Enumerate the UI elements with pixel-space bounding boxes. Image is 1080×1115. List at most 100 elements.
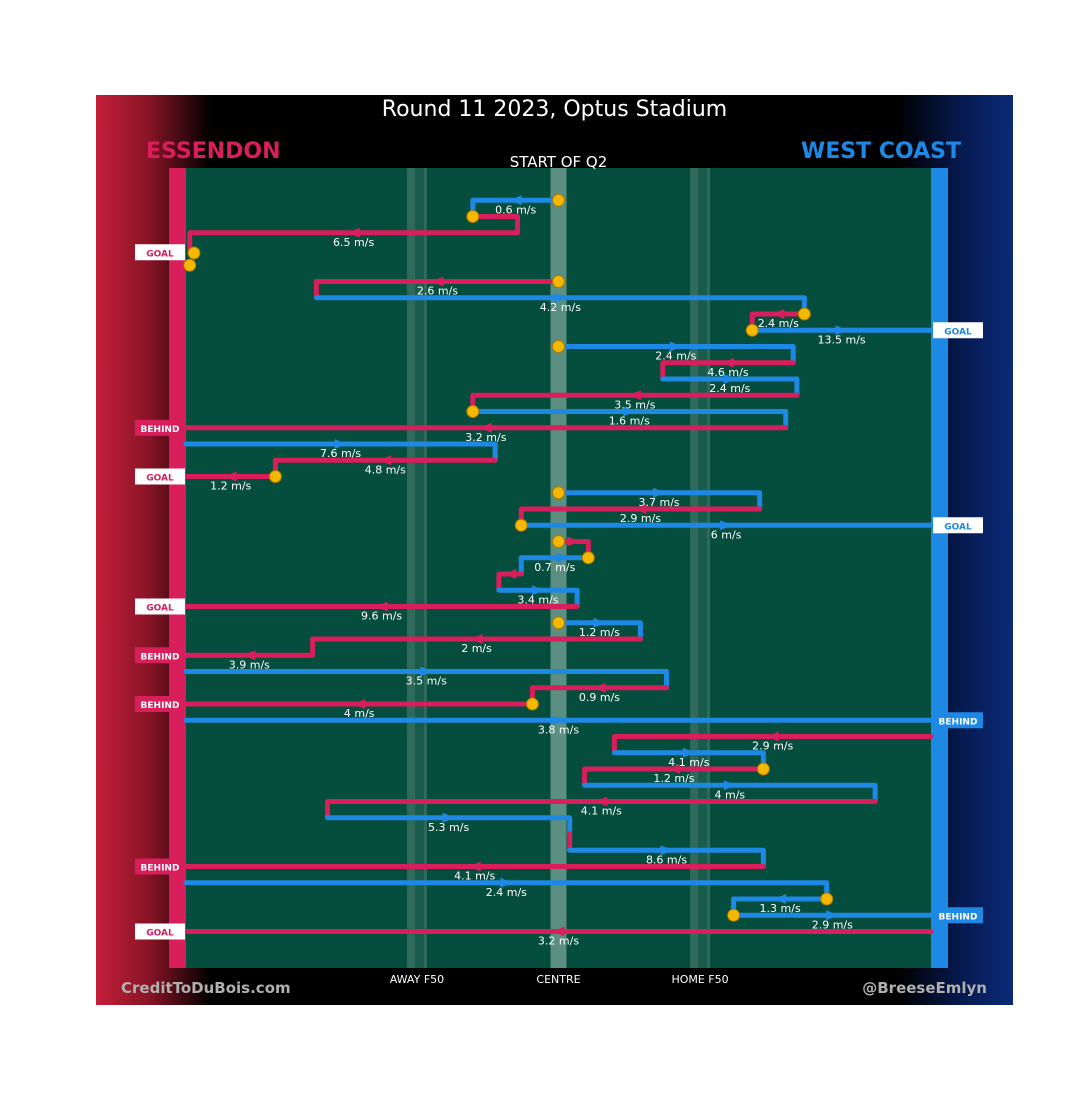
speed-label: 13.5 m/s	[818, 333, 866, 346]
outcome-badge	[135, 696, 185, 712]
stoppage-marker	[525, 697, 539, 711]
stoppage-marker	[514, 518, 528, 532]
team-label-west-coast: WEST COAST	[801, 139, 961, 164]
stoppage-marker	[797, 307, 811, 321]
credit-handle: @BreeseEmlyn	[862, 979, 987, 997]
speed-label: 5.3 m/s	[428, 821, 469, 834]
possession-chain	[582, 766, 766, 788]
speed-label: 2.9 m/s	[752, 740, 793, 753]
possession-chain	[325, 799, 878, 821]
direction-arrow	[628, 390, 641, 401]
possession-chain	[582, 782, 878, 804]
direction-arrow	[375, 601, 388, 612]
speed-label: 4.2 m/s	[540, 301, 581, 314]
speed-label: 4.1 m/s	[581, 805, 622, 818]
stoppage-marker	[552, 275, 565, 288]
direction-arrow	[723, 374, 736, 384]
direction-arrow	[593, 617, 606, 628]
outcome-label: BEHIND	[939, 912, 978, 922]
direction-arrow	[353, 699, 366, 709]
outcome-label: BEHIND	[939, 717, 978, 727]
speed-label: 2.6 m/s	[417, 285, 458, 298]
outcome-label: GOAL	[146, 929, 174, 939]
outcome-badge	[135, 419, 185, 436]
chart-title: Round 11 2023, Optus Stadium	[381, 97, 728, 122]
possession-chain	[518, 555, 591, 577]
direction-arrow	[420, 666, 433, 677]
direction-arrow	[721, 357, 734, 368]
speed-label: 2.9 m/s	[812, 918, 853, 931]
direction-arrow	[593, 682, 606, 693]
outcome-badge	[135, 244, 185, 261]
possession-chain	[325, 815, 573, 837]
direction-arrow	[379, 455, 392, 466]
direction-arrow	[766, 731, 779, 742]
direction-arrow	[347, 227, 360, 238]
credit-website: CreditToDuBois.com	[121, 979, 291, 997]
direction-arrow	[595, 796, 608, 807]
speed-label: 0.9 m/s	[579, 691, 620, 704]
direction-arrow	[548, 552, 561, 563]
outcome-badge	[135, 923, 185, 940]
direction-arrow	[723, 780, 736, 791]
speed-label: 9.6 m/s	[361, 610, 402, 623]
outcome-label: GOAL	[146, 474, 174, 484]
speed-label: 4.8 m/s	[365, 463, 406, 476]
speed-label: 2.4 m/s	[709, 382, 750, 395]
speed-label: 3.5 m/s	[406, 675, 447, 688]
direction-arrow	[669, 341, 682, 352]
home-f50-line	[698, 168, 708, 968]
possession-chain	[187, 214, 521, 252]
speed-label: 1.2 m/s	[579, 626, 620, 639]
speed-label: 2 m/s	[461, 642, 492, 655]
speed-label: 3.4 m/s	[517, 593, 558, 606]
possession-chain	[660, 360, 796, 382]
possession-chain	[556, 490, 763, 512]
direction-arrow	[442, 812, 455, 823]
direction-arrow	[660, 845, 673, 856]
speed-label: 2.4 m/s	[655, 350, 696, 363]
outcome-badge	[933, 322, 983, 339]
essendon-goal-bar	[169, 168, 186, 968]
speed-label: 3.2 m/s	[465, 431, 506, 444]
speed-label: 4 m/s	[344, 707, 375, 720]
centre-band	[550, 168, 567, 968]
possession-chain-chart: START OF Q2 AWAY F50 CENTRE HOME F50 0.6 m/s…	[135, 153, 983, 986]
direction-arrow	[509, 195, 522, 206]
speed-label: 2.9 m/s	[620, 512, 661, 525]
outcome-badge	[135, 468, 185, 485]
west-coast-goal-bar	[931, 168, 948, 968]
outcome-badge	[933, 907, 983, 924]
stoppage-marker	[552, 486, 565, 500]
direction-arrow	[243, 650, 256, 661]
speed-label: 4 m/s	[715, 788, 746, 801]
speed-label: 1.2 m/s	[210, 480, 251, 493]
outcome-badge	[135, 647, 185, 664]
direction-arrow	[567, 536, 580, 547]
direction-arrow	[772, 309, 785, 319]
outcome-label: BEHIND	[141, 864, 180, 874]
direction-arrow	[667, 764, 680, 774]
direction-arrow	[826, 910, 839, 921]
stoppage-marker	[183, 258, 197, 272]
possession-chain	[660, 376, 800, 398]
chart-frame: Round 11 2023, Optus Stadium ESSENDON WE…	[96, 95, 1013, 1005]
stoppage-marker	[466, 210, 480, 223]
speed-label: 3.2 m/s	[538, 935, 579, 948]
stoppage-marker	[466, 405, 480, 418]
direction-arrow	[682, 747, 695, 758]
x-tick-label: HOME F50	[671, 973, 728, 986]
stoppage-marker	[745, 323, 759, 337]
outcome-label: GOAL	[146, 249, 174, 259]
direction-arrow	[835, 325, 848, 336]
stoppage-marker	[268, 470, 282, 483]
outcome-badge	[933, 712, 983, 729]
speed-label: 7.6 m/s	[320, 447, 361, 460]
direction-arrow	[552, 715, 565, 726]
outcome-label: GOAL	[146, 604, 174, 614]
outcome-label: GOAL	[944, 522, 972, 532]
possession-chain	[310, 636, 643, 658]
direction-arrow	[653, 487, 666, 498]
speed-label: 8.6 m/s	[646, 853, 687, 866]
direction-arrow	[532, 585, 545, 596]
